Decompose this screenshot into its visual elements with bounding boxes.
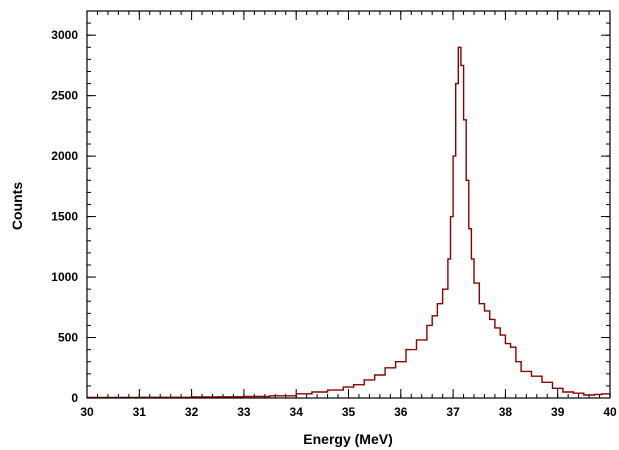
plot-frame [86,10,611,399]
x-tick-label: 32 [185,405,199,419]
x-tick-label: 36 [394,405,408,419]
y-tick-label: 0 [71,391,78,405]
y-tick-label: 3000 [51,28,78,42]
x-tick-label: 40 [603,405,617,419]
major-ticks [86,11,611,399]
x-tick-label: 30 [80,405,94,419]
x-tick-label: 34 [290,405,304,419]
y-tick-label: 1500 [51,210,78,224]
x-tick-label: 38 [499,405,513,419]
y-tick-label: 500 [58,331,78,345]
minor-ticks [86,10,611,399]
x-tick-label: 39 [551,405,565,419]
x-tick-label: 35 [342,405,356,419]
y-tick-label: 1000 [51,270,78,284]
y-tick-label: 2000 [51,149,78,163]
spectrum-line [87,46,611,399]
y-tick-labels: 0 500 1000 1500 2000 2500 3000 [51,28,78,405]
y-axis-label: Counts [9,182,25,230]
x-axis-label: Energy (MeV) [303,431,392,447]
x-tick-label: 37 [446,405,460,419]
x-tick-labels: 30 31 32 33 34 35 36 37 38 39 40 [80,405,617,419]
x-tick-label: 31 [133,405,147,419]
x-tick-label: 33 [237,405,251,419]
y-tick-label: 2500 [51,89,78,103]
